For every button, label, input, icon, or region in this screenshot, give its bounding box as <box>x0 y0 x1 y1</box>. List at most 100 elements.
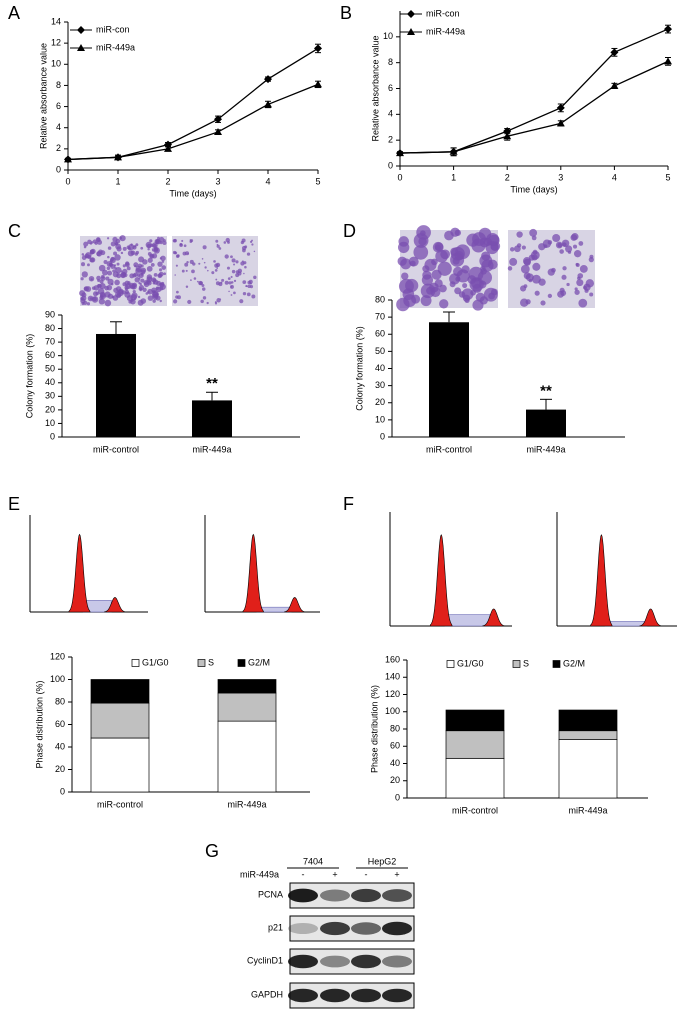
colony <box>228 281 232 285</box>
colony <box>176 254 180 258</box>
colony <box>218 247 222 250</box>
x-tick-label: 2 <box>165 176 170 186</box>
colony <box>531 274 541 284</box>
marker <box>264 100 272 108</box>
colony <box>480 265 486 272</box>
colony <box>145 241 152 249</box>
colony <box>130 294 137 301</box>
cell-line-label: HepG2 <box>368 856 397 866</box>
y-tick-label: 120 <box>385 689 400 699</box>
legend-label: S <box>208 657 214 667</box>
colony <box>557 290 565 298</box>
colony <box>89 257 95 263</box>
colony <box>520 264 530 274</box>
colony <box>107 246 112 250</box>
colony <box>479 296 488 305</box>
sign-label: + <box>394 869 399 879</box>
marker <box>664 57 672 65</box>
y-tick-label: 40 <box>55 741 65 751</box>
colony <box>454 229 462 236</box>
legend-swatch <box>446 660 455 668</box>
legend-label: G2/M <box>563 658 585 668</box>
colony <box>488 234 500 246</box>
colony <box>507 266 513 271</box>
marker <box>610 81 619 89</box>
marker <box>264 75 272 84</box>
colony <box>138 281 141 285</box>
colony <box>134 252 138 256</box>
colony <box>201 284 205 288</box>
marker <box>164 144 172 152</box>
colony <box>206 301 209 305</box>
flow-peak <box>104 597 126 613</box>
colony <box>122 246 127 251</box>
colony <box>150 263 155 267</box>
legend-swatch <box>197 659 206 667</box>
y-tick-label: 100 <box>50 674 65 684</box>
y-tick-label: 160 <box>385 654 400 664</box>
colony <box>216 298 221 303</box>
colony <box>99 282 106 290</box>
colony <box>251 294 256 299</box>
colony <box>420 283 436 299</box>
colony <box>147 290 150 294</box>
bar <box>192 400 232 437</box>
colony <box>431 258 438 266</box>
y-tick-label: 0 <box>388 160 393 170</box>
colony <box>207 269 209 272</box>
marker <box>214 115 222 124</box>
colony <box>230 275 233 278</box>
colony <box>509 247 515 252</box>
colony <box>227 277 231 281</box>
colony <box>196 280 199 283</box>
colony <box>574 289 580 295</box>
x-tick-label: 0 <box>397 172 402 182</box>
colony <box>233 291 236 295</box>
legend-label: G1/G0 <box>142 657 169 667</box>
colony <box>579 264 588 273</box>
colony <box>138 256 145 263</box>
protein-label: CyclinD1 <box>247 955 283 965</box>
flow-peak <box>242 533 265 613</box>
colony <box>584 288 589 293</box>
sign-label: - <box>302 869 305 879</box>
colony <box>253 250 256 253</box>
y-axis-label: Phase distribution (%) <box>34 680 44 768</box>
colony <box>116 262 120 266</box>
marker <box>314 44 322 53</box>
bar <box>526 409 566 437</box>
colony <box>211 271 215 275</box>
y-tick-label: 60 <box>55 719 65 729</box>
colony <box>149 239 153 243</box>
colony <box>110 241 116 247</box>
colony <box>573 250 582 258</box>
colony <box>221 278 225 282</box>
colony <box>243 261 247 265</box>
colony <box>244 265 247 269</box>
colony <box>481 251 491 261</box>
blot-band <box>320 988 350 1003</box>
colony <box>525 273 534 282</box>
colony <box>201 258 204 260</box>
x-tick-label: 1 <box>115 176 120 186</box>
marker <box>114 153 122 161</box>
colony <box>104 291 111 298</box>
colony <box>562 266 567 271</box>
colony <box>160 255 166 262</box>
colony <box>434 279 443 288</box>
colony <box>149 253 155 259</box>
panel-label: B <box>340 3 352 23</box>
colony <box>223 241 227 244</box>
legend-label: G1/G0 <box>457 658 484 668</box>
colony <box>396 297 410 312</box>
colony <box>557 242 563 248</box>
colony <box>198 280 203 286</box>
colony <box>122 282 127 287</box>
colony <box>80 298 86 304</box>
colony <box>216 244 220 248</box>
blot-band <box>351 922 381 935</box>
colony <box>157 261 163 267</box>
colony <box>455 244 471 260</box>
legend-label: G2/M <box>248 657 270 667</box>
colony <box>112 295 119 301</box>
